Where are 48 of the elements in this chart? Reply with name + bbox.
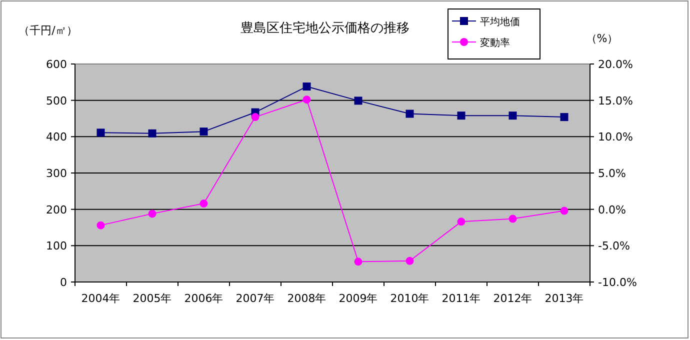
x-tick-label: 2006年 — [184, 292, 224, 305]
y2-tick-label: -5.0% — [598, 240, 630, 253]
point — [457, 112, 466, 120]
point — [96, 221, 105, 230]
point — [406, 256, 414, 265]
legend-label: 平均地価 — [480, 16, 520, 28]
y2-tick-label: 20.0% — [598, 58, 633, 71]
point — [457, 218, 466, 226]
x-tick-label: 2010年 — [390, 292, 430, 305]
y-tick-label: 200 — [46, 203, 67, 216]
y-tick-label: 300 — [46, 167, 67, 180]
y-tick-label: 600 — [46, 58, 67, 71]
point — [508, 112, 517, 120]
y2-tick-label: 15.0% — [598, 94, 633, 108]
point — [148, 210, 156, 218]
point — [406, 110, 414, 118]
x-tick-label: 2007年 — [236, 292, 275, 305]
point — [200, 128, 208, 136]
y-tick-label: 500 — [46, 94, 67, 108]
point — [560, 206, 568, 215]
x-tick-label: 2013年 — [544, 292, 584, 305]
point — [148, 129, 156, 138]
x-tick-label: 2012年 — [493, 292, 532, 305]
x-tick-label: 2009年 — [338, 292, 378, 305]
point — [302, 82, 311, 91]
x-tick-label: 2011年 — [442, 292, 481, 305]
legend-label: 変動率 — [480, 37, 510, 49]
chart-title: 豊島区住宅地公示価格の推移 — [240, 20, 410, 36]
y2-tick-label: -10.0% — [598, 276, 637, 289]
y2-tick-label: 5.0% — [598, 167, 626, 180]
point — [508, 214, 517, 223]
y-tick-label: 100 — [46, 240, 67, 253]
point — [560, 113, 568, 122]
point — [251, 113, 260, 122]
point — [354, 258, 362, 266]
x-tick-label: 2005年 — [132, 292, 172, 305]
x-tick-label: 2004年 — [81, 292, 120, 305]
y2-axis-title: （%） — [586, 32, 618, 45]
point — [354, 96, 362, 105]
y-axis-title: （千円/㎡） — [18, 24, 78, 37]
y-tick-label: 0 — [60, 276, 67, 289]
point — [200, 200, 208, 208]
y2-tick-label: 10.0% — [598, 130, 633, 144]
y2-tick-label: 0.0% — [598, 203, 626, 216]
point — [302, 96, 311, 104]
point — [96, 128, 105, 137]
y-tick-label: 400 — [46, 130, 67, 144]
x-tick-label: 2008年 — [287, 292, 326, 305]
